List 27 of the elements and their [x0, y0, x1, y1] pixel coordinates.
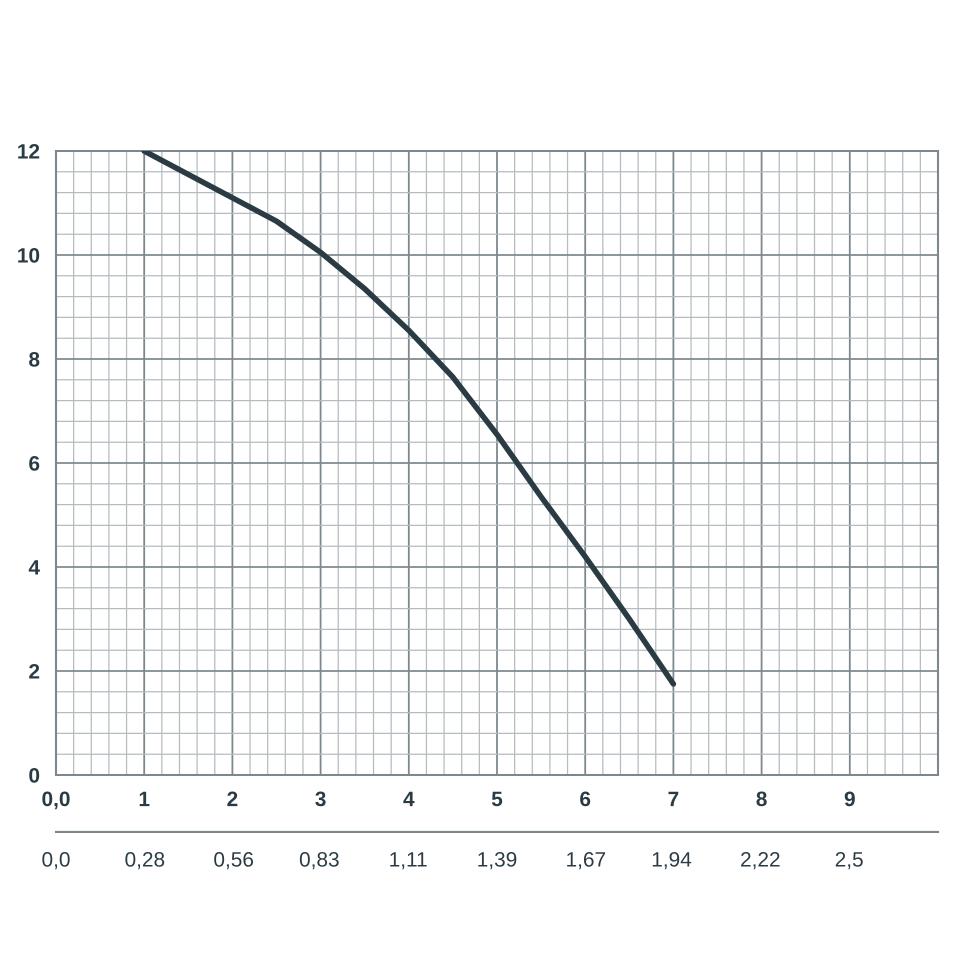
x-tick-label: 5: [492, 792, 502, 806]
x2-tick-label: 1,11: [390, 852, 427, 870]
x-tick-label: 4: [403, 792, 414, 806]
x-tick-label: 0,0: [42, 792, 70, 810]
y-tick-label: 4: [28, 560, 40, 575]
y-tick-label: 8: [29, 352, 40, 367]
x2-tick-label: 0,83: [300, 852, 339, 870]
x-tick-label: 8: [756, 792, 767, 806]
y-tick-label: 0: [29, 768, 40, 783]
x2-tick-label: 1,94: [652, 852, 692, 870]
y-tick-label: 10: [18, 248, 40, 263]
x2-tick-label: 0,0: [42, 852, 70, 870]
x-tick-label: 7: [668, 792, 678, 806]
x-tick-label: 6: [580, 792, 590, 806]
x-tick-label: 3: [315, 792, 326, 806]
x2-tick-label: 0,56: [214, 852, 254, 870]
x-tick-label: 9: [844, 792, 855, 806]
y-tick-label: 2: [29, 664, 40, 679]
x-tick-label: 2: [227, 792, 238, 806]
x2-tick-label: 2,5: [836, 852, 863, 870]
x2-tick-label: 0,28: [125, 852, 164, 870]
x2-tick-label: 1,39: [478, 852, 516, 870]
x2-tick-label: 2,22: [741, 852, 780, 870]
y-tick-label: 12: [18, 144, 40, 159]
x-tick-label: 1: [140, 792, 150, 806]
x2-tick-label: 1,67: [567, 852, 606, 870]
y-tick-label: 6: [29, 456, 40, 471]
